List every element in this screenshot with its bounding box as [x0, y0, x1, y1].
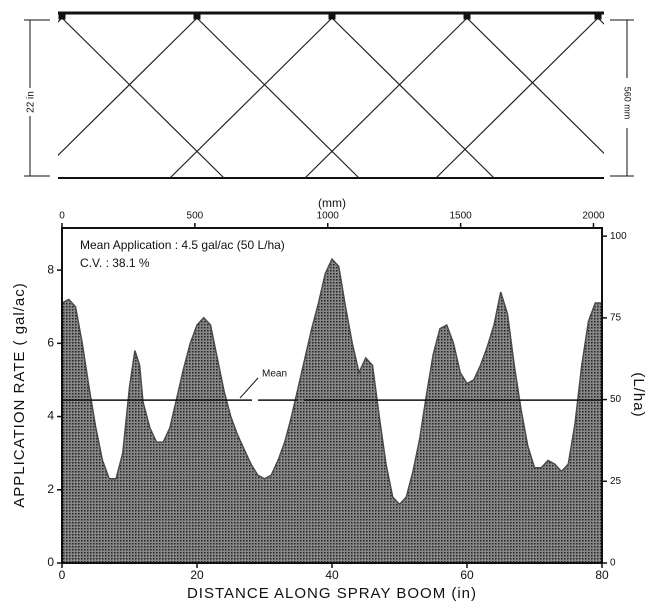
spray-edge	[466, 17, 604, 155]
nozzle	[594, 12, 602, 20]
spray-edge	[435, 17, 599, 179]
area	[61, 257, 603, 564]
x2-axis-title: (mm)	[318, 196, 346, 210]
spray-edge	[196, 17, 360, 179]
spray-edge	[169, 17, 333, 179]
spray-patterns	[58, 17, 604, 179]
nozzle	[193, 12, 201, 20]
x-tick-label: 40	[325, 568, 339, 582]
y2-tick-label: 100	[610, 231, 627, 242]
label-bg	[24, 88, 38, 116]
boom-height-metric-label: 560 mm	[623, 87, 633, 120]
spray-edge	[58, 17, 198, 157]
y-axis-title: APPLICATION RATE ( gal/ac)	[11, 282, 28, 508]
y2-tick-label: 0	[610, 558, 616, 569]
y-tick-label: 8	[47, 262, 54, 276]
x2-tick-label: 500	[187, 211, 204, 222]
y-tick-label: 4	[47, 409, 54, 423]
x-tick-label: 80	[595, 568, 609, 582]
spray-edge	[331, 17, 495, 179]
nozzle	[463, 12, 471, 20]
y-tick-label: 6	[47, 335, 54, 349]
y2-axis-title: (L/ha)	[630, 372, 647, 417]
y-tick-label: 2	[47, 482, 54, 496]
x2-tick-label: 2000	[582, 211, 605, 222]
x-tick-label: 0	[59, 568, 66, 582]
nozzle	[328, 12, 336, 20]
y2-tick-label: 50	[610, 394, 622, 405]
spray-edge	[61, 17, 225, 179]
x-tick-label: 20	[190, 568, 204, 582]
y2-tick-label: 25	[610, 476, 622, 487]
x-tick-label: 60	[460, 568, 474, 582]
mean-leader	[239, 377, 259, 399]
spray-diagram	[24, 11, 634, 179]
x2-tick-label: 0	[59, 211, 65, 222]
y2-tick-label: 75	[610, 313, 622, 324]
annotation: Mean Application : 4.5 gal/ac (50 L/ha)	[80, 238, 285, 252]
annotation: C.V. : 38.1 %	[80, 256, 150, 270]
boom-height-label: 22 in	[26, 91, 37, 113]
nozzle	[58, 12, 66, 20]
x-axis-title: DISTANCE ALONG SPRAY BOOM (in)	[187, 585, 477, 602]
x2-tick-label: 1000	[317, 211, 340, 222]
y-tick-label: 0	[47, 555, 54, 569]
x2-tick-label: 1500	[449, 211, 472, 222]
label-bg	[620, 78, 634, 128]
spray-edge	[304, 17, 468, 179]
mean-label: Mean	[262, 369, 287, 380]
